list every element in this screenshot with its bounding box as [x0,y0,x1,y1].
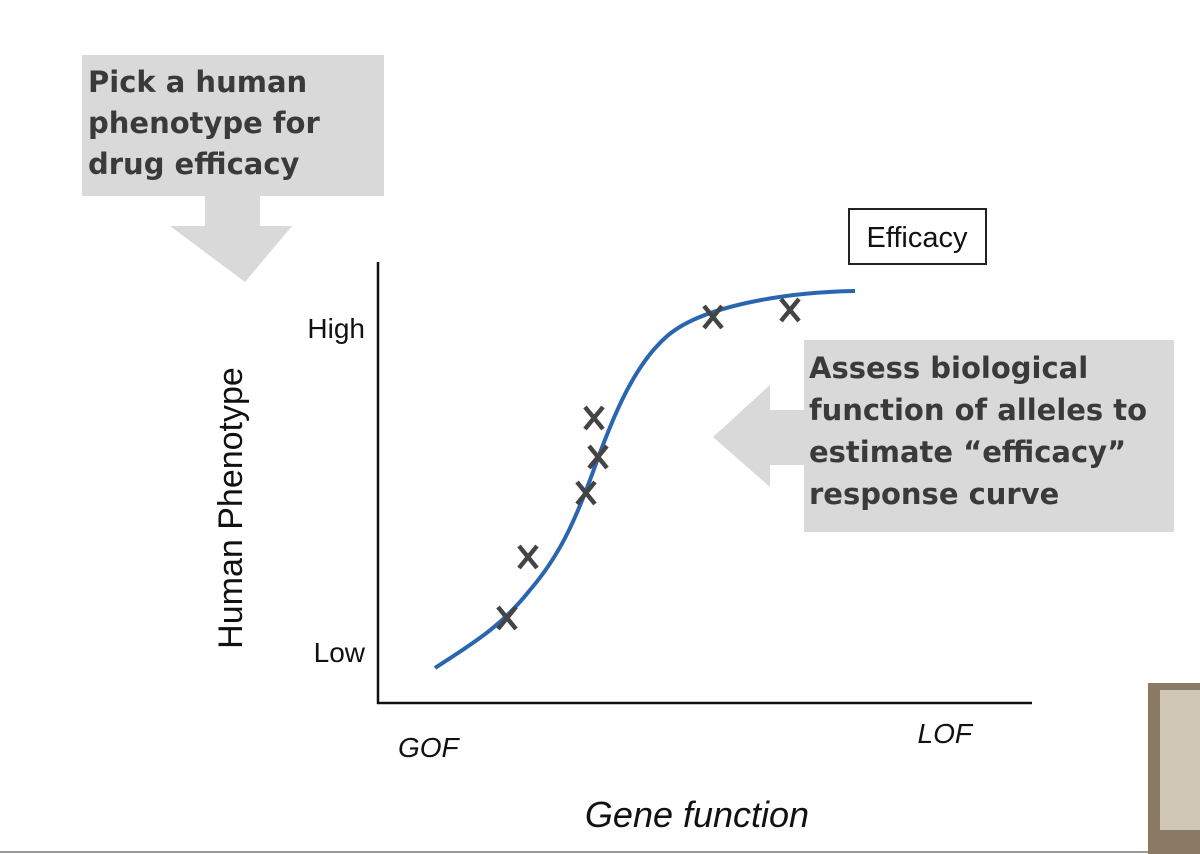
x-mark-stroke [496,605,518,631]
x-axis-title: Gene function [585,794,809,835]
down-arrow [170,196,292,282]
x-mark-stroke [702,304,724,330]
y-high-label: High [307,313,365,344]
efficacy-label: Efficacy [866,222,968,254]
x-right-label: LOF [918,718,974,749]
x-left-label: GOF [398,732,461,763]
video-thumbnail-detail [1160,690,1200,830]
callout-line: response curve [809,477,1059,511]
callout-box [804,340,1174,532]
callout-box [82,55,384,196]
y-low-label: Low [314,637,366,668]
allele-marks [496,297,801,631]
x-mark-stroke [517,544,539,570]
callout-line: drug efficacy [88,147,300,181]
x-mark-stroke [583,405,605,431]
x-mark-stroke [587,444,609,470]
callout-line: function of alleles to [809,393,1147,427]
callout-text: Pick a human phenotype for drug efficacy [88,65,320,181]
callout-line: Pick a human [88,65,307,99]
x-mark-stroke [575,480,597,506]
x-mark-stroke [779,297,801,323]
callout-line: estimate “efficacy” [809,435,1126,469]
label-box [848,208,987,265]
y-axis-title: Human Phenotype [212,367,250,649]
callout-line: Assess biological [809,351,1088,385]
callout-text: Assess biological function of alleles to e… [809,351,1147,511]
left-arrow [713,385,804,487]
callout-line: phenotype for [88,106,320,140]
